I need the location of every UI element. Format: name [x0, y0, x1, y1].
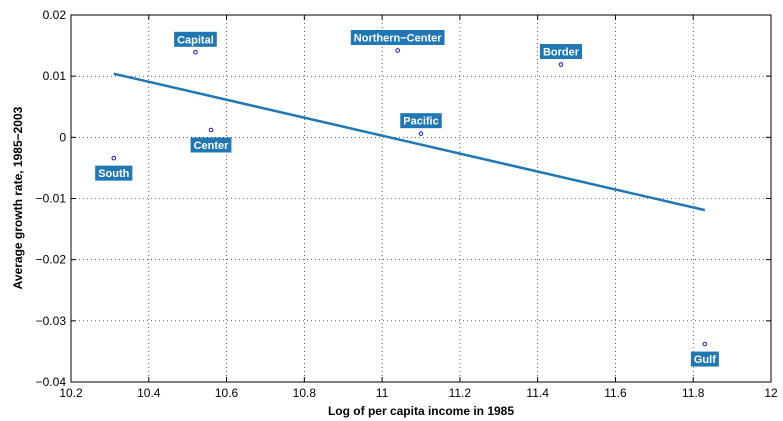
point-label: Capital	[177, 34, 214, 46]
data-points: Capital Northern−Center Border Pacific Cente…	[95, 29, 719, 367]
point-label-bg	[539, 44, 583, 60]
y-tick-label: 0.01	[43, 69, 67, 83]
data-point	[208, 127, 214, 133]
x-tick-label: 12	[764, 386, 778, 400]
y-tick-label: −0.02	[36, 253, 67, 267]
point-group: Northern−Center	[350, 29, 445, 53]
data-point	[395, 48, 400, 53]
y-tick-label: −0.03	[36, 314, 67, 328]
y-axis-ticks: −0.04 −0.03 −0.02 −0.01 0 0.01 0.02	[36, 8, 771, 389]
x-tick-label: 10.6	[215, 386, 239, 400]
point-label-bg	[690, 351, 719, 367]
point-group: Border	[539, 44, 583, 67]
x-tick-label: 10.8	[293, 386, 317, 400]
x-tick-label: 11	[376, 386, 389, 400]
data-point	[558, 62, 564, 67]
x-tick-label: 11.8	[682, 386, 705, 400]
x-tick-label: 11.4	[526, 386, 549, 400]
grid-lines	[71, 15, 771, 382]
point-group: Pacific	[400, 113, 442, 136]
x-tick-label: 10.4	[137, 386, 161, 400]
fit-line-group	[113, 72, 706, 212]
point-label: Pacific	[403, 116, 438, 128]
point-group: Center	[190, 127, 232, 153]
point-group: South	[95, 155, 133, 181]
x-tick-label: 10.2	[59, 386, 83, 400]
point-label-bg	[95, 165, 133, 181]
point-label: Gulf	[694, 354, 716, 366]
x-tick-label: 11.6	[604, 386, 627, 400]
point-group: Capital	[174, 31, 217, 55]
point-label-bg	[174, 31, 217, 47]
x-axis-title: Log of per capita income in 1985	[328, 404, 514, 418]
y-axis-title: Average growth rate, 1985−2003	[11, 106, 25, 289]
data-point	[193, 50, 198, 55]
y-tick-label: 0	[59, 130, 66, 144]
point-label-bg	[400, 113, 442, 129]
point-group: Gulf	[690, 341, 719, 367]
data-point	[702, 341, 708, 347]
y-tick-label: 0.02	[43, 8, 67, 22]
x-axis-ticks: 10.2 10.4 10.6 10.8 11 11.2 11.4 11.6 11.8 12	[59, 15, 778, 400]
point-label-bg	[190, 137, 232, 153]
x-tick-label: 11.2	[449, 386, 472, 400]
data-point	[418, 131, 424, 136]
data-point	[111, 155, 117, 161]
point-label: Center	[194, 140, 230, 152]
y-tick-label: −0.04	[36, 375, 67, 389]
point-label: South	[98, 168, 129, 180]
point-label: Border	[543, 47, 580, 59]
point-label: Northern−Center	[354, 32, 442, 44]
point-label-bg	[350, 29, 445, 45]
fit-line	[113, 72, 706, 212]
y-tick-label: −0.01	[36, 192, 67, 206]
